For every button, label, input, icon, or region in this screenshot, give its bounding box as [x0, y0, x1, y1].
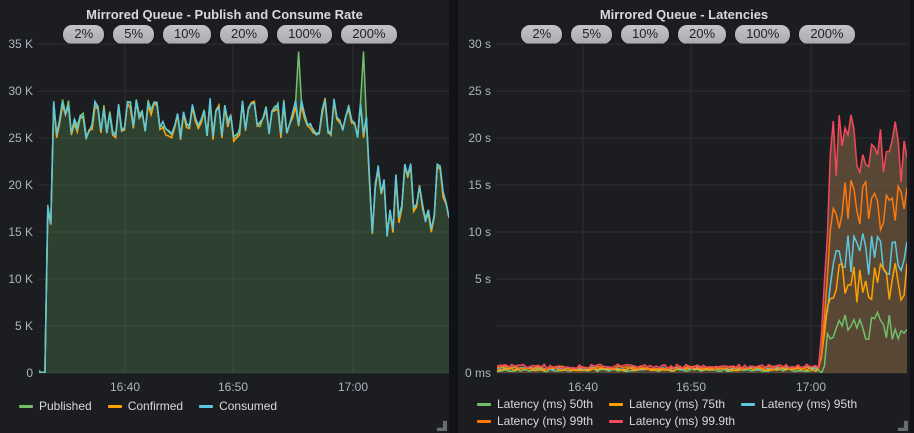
- svg-text:0: 0: [26, 366, 33, 380]
- svg-text:17:00: 17:00: [338, 380, 368, 394]
- svg-text:16:50: 16:50: [676, 380, 706, 394]
- svg-text:20 K: 20 K: [8, 178, 33, 192]
- svg-text:35 K: 35 K: [8, 37, 33, 51]
- svg-text:10 s: 10 s: [468, 225, 491, 239]
- svg-text:16:50: 16:50: [218, 380, 248, 394]
- svg-text:15 s: 15 s: [468, 178, 491, 192]
- svg-text:0 ms: 0 ms: [465, 366, 491, 380]
- svg-text:10 K: 10 K: [8, 272, 33, 286]
- svg-text:30 s: 30 s: [468, 37, 491, 51]
- svg-text:16:40: 16:40: [568, 380, 598, 394]
- svg-text:5 K: 5 K: [15, 319, 33, 333]
- svg-text:5 s: 5 s: [475, 272, 491, 286]
- svg-text:17:00: 17:00: [796, 380, 826, 394]
- svg-text:20 s: 20 s: [468, 131, 491, 145]
- svg-text:30 K: 30 K: [8, 84, 33, 98]
- svg-text:25 s: 25 s: [468, 84, 491, 98]
- svg-text:25 K: 25 K: [8, 131, 33, 145]
- svg-text:16:40: 16:40: [110, 380, 140, 394]
- svg-text:15 K: 15 K: [8, 225, 33, 239]
